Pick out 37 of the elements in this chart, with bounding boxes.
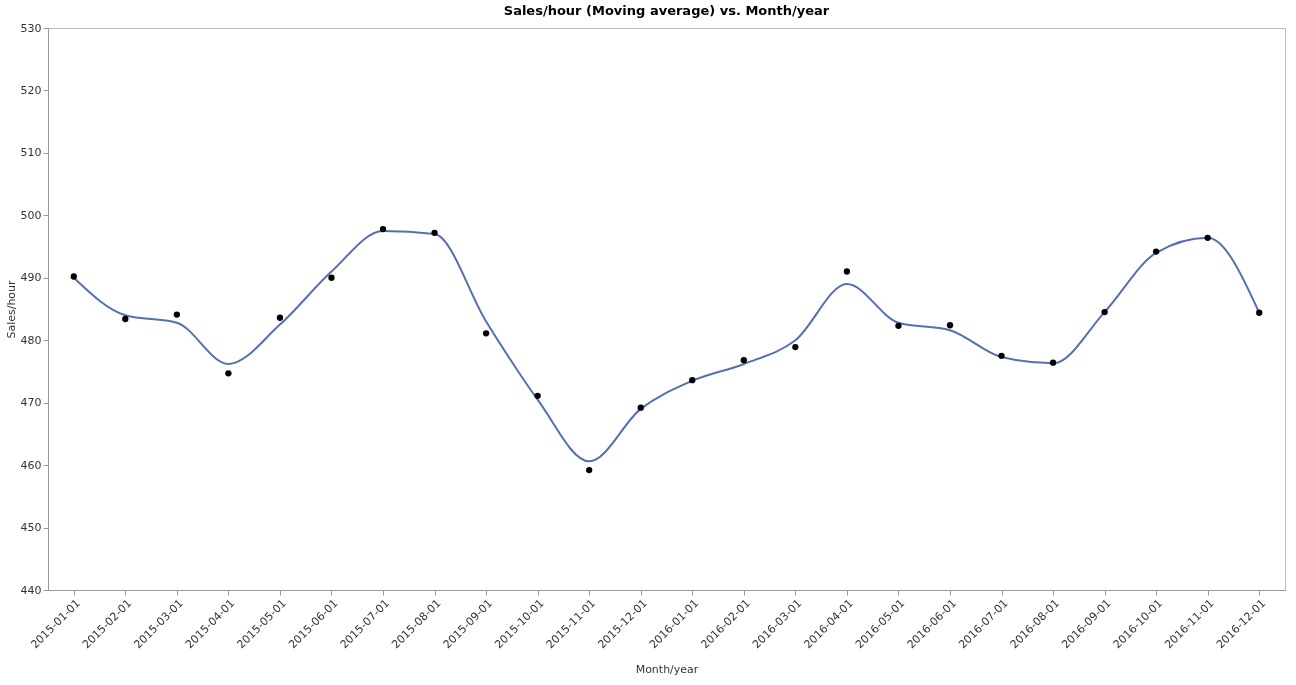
y-tick-label: 520 bbox=[20, 83, 42, 97]
point bbox=[689, 377, 696, 384]
point bbox=[276, 314, 284, 321]
y-tick-label: 440 bbox=[20, 583, 42, 597]
y-tick-label: 510 bbox=[20, 146, 42, 160]
point bbox=[431, 229, 438, 236]
point bbox=[895, 322, 902, 330]
point bbox=[173, 311, 181, 318]
point bbox=[1204, 234, 1211, 241]
y-tick-label: 450 bbox=[20, 521, 42, 535]
point bbox=[534, 392, 541, 399]
point bbox=[1256, 309, 1263, 316]
point bbox=[328, 274, 335, 281]
point bbox=[1152, 248, 1160, 255]
point bbox=[740, 357, 747, 364]
point bbox=[122, 315, 129, 323]
y-tick-label: 530 bbox=[20, 21, 42, 35]
point bbox=[379, 225, 387, 233]
point bbox=[225, 370, 232, 377]
point bbox=[1049, 359, 1057, 366]
point bbox=[70, 273, 77, 280]
y-tick-label: 470 bbox=[20, 396, 42, 410]
point bbox=[946, 322, 954, 329]
y-tick-label: 460 bbox=[20, 458, 42, 472]
x-axis-title: Month/year bbox=[635, 663, 699, 677]
y-axis-title: Sales/hour bbox=[4, 279, 18, 339]
point bbox=[843, 268, 851, 275]
y-tick-label: 480 bbox=[20, 333, 42, 347]
y-tick-label: 500 bbox=[20, 208, 42, 222]
point bbox=[998, 352, 1005, 359]
point bbox=[482, 330, 490, 337]
chart-title: Sales/hour (Moving average) vs. Month/year bbox=[503, 3, 830, 18]
point bbox=[637, 404, 644, 411]
y-tick-label: 490 bbox=[20, 271, 42, 285]
point bbox=[1101, 308, 1108, 316]
point bbox=[586, 466, 593, 474]
point bbox=[792, 343, 799, 351]
